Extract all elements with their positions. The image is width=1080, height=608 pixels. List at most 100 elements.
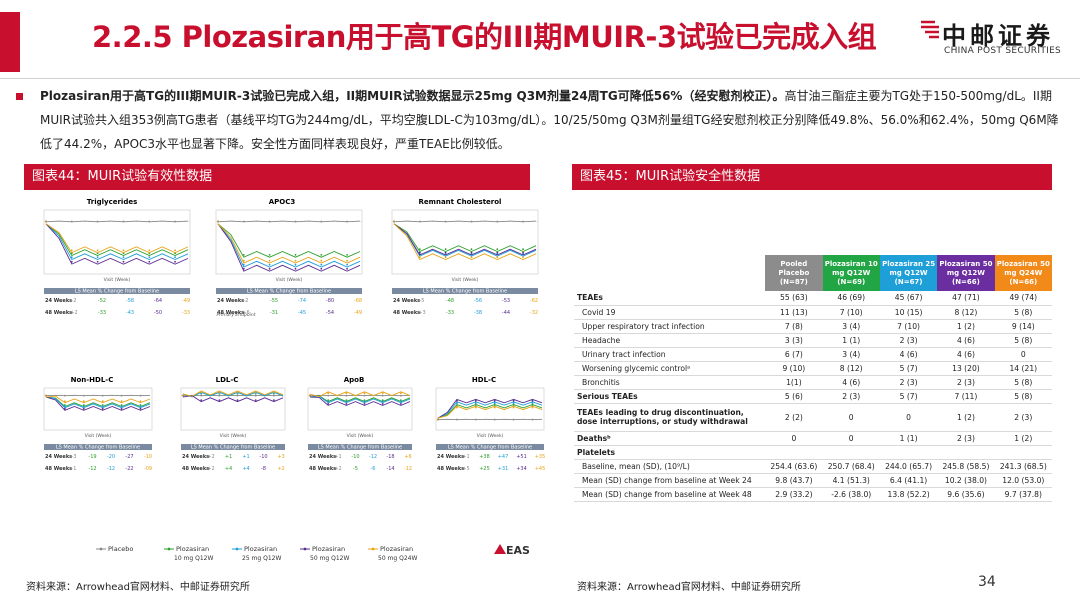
safety-cell: 45 (67) — [879, 291, 938, 306]
mini-table-value: -49 — [354, 310, 362, 316]
series-point — [456, 399, 458, 402]
series-line — [393, 223, 537, 257]
legend-label: Plozasiran — [176, 545, 209, 553]
series-point — [474, 418, 477, 421]
mini-table-value: +1 — [462, 454, 469, 460]
series-point — [242, 259, 245, 262]
plot-area — [180, 387, 286, 431]
safety-cell: 4 (6) — [937, 333, 995, 348]
safety-cell: 4 (6) — [937, 347, 995, 362]
safety-col-header: Pooled Placebo (N=87) — [765, 255, 823, 291]
series-point — [64, 400, 66, 403]
series-point — [346, 263, 348, 266]
safety-cell: 5 (8) — [994, 389, 1052, 404]
series-point — [174, 260, 177, 263]
safety-table-row: Mean (SD) change from baseline at Week 4… — [574, 487, 1052, 502]
mini-table-value: -52 — [98, 298, 106, 304]
series-point — [327, 392, 330, 395]
safety-row-label: Mean (SD) change from baseline at Week 4… — [574, 487, 766, 502]
legend-marker — [303, 547, 307, 551]
safety-cell: 2 (3) — [994, 403, 1052, 432]
mini-table-caption: LS Mean % Change from Baseline — [191, 445, 275, 451]
series-point — [522, 256, 524, 259]
mini-table-value: +3 — [418, 310, 425, 316]
series-point — [96, 260, 99, 263]
mini-table-row-label: 48 Weeks — [309, 466, 336, 472]
series-line — [437, 401, 543, 419]
series-point — [346, 259, 348, 262]
series-point — [139, 394, 142, 397]
mini-table-caption-bar — [308, 444, 412, 450]
series-point — [345, 403, 348, 405]
bullet-marker — [16, 93, 23, 100]
safety-row-label: TEAEs leading to drug discontinuation, d… — [574, 403, 766, 432]
figure-44-header: 图表44：MUIR试验有效性数据 — [24, 164, 530, 190]
mini-table-value: -53 — [502, 298, 510, 304]
mini-table-caption-bar — [181, 444, 285, 450]
safety-cell: 12.0 (53.0) — [994, 473, 1052, 488]
mini-table-value: -09 — [144, 466, 152, 472]
series-point — [101, 400, 104, 403]
legend-label-sub: 50 mg Q12W — [310, 555, 349, 562]
series-point — [381, 400, 384, 403]
series-point — [45, 394, 47, 397]
series-point — [418, 220, 421, 223]
logo-text-en: CHINA POST SECURITIES — [944, 46, 1062, 56]
mini-table-caption: LS Mean % Change from Baseline — [56, 445, 140, 451]
series-point — [148, 256, 151, 259]
series-point — [493, 399, 496, 402]
mini-table-row-label: 48 Weeks — [437, 466, 464, 472]
mini-table-row-label: 48 Weeks — [45, 466, 72, 472]
mini-table-caption: LS Mean % Change from Baseline — [318, 445, 402, 451]
series-point — [496, 248, 499, 251]
safety-table-row: Platelets — [574, 445, 1052, 460]
series-point — [268, 220, 271, 223]
mini-table-caption: LS Mean % Change from Baseline — [448, 445, 532, 451]
series-point — [418, 251, 421, 254]
plot-area — [307, 387, 413, 431]
series-line — [217, 220, 361, 223]
series-point — [174, 220, 177, 223]
mini-table-value: -12 — [107, 466, 115, 472]
chart-title: LDL-C — [216, 376, 239, 384]
series-point — [218, 399, 221, 401]
series-point — [268, 267, 271, 270]
safety-table-row: TEAEs 55 (63) 46 (69) 45 (67) 47 (71) 49 (74) — [574, 291, 1052, 306]
series-point — [268, 254, 271, 256]
safety-cell: 254.4 (63.6) — [765, 459, 823, 474]
source-note-right: 资料来源：Arrowhead官网材料、中邮证券研究所 — [577, 582, 801, 593]
chart-title: Non-HDL-C — [71, 376, 114, 384]
safety-table-header: Pooled Placebo (N=87) Plozasiran 10 mg Q1… — [574, 255, 1052, 291]
series-line — [393, 223, 537, 253]
mini-table-value: -12 — [404, 466, 412, 472]
mini-table-value: -45 — [298, 310, 306, 316]
safety-cell: 2 (3) — [937, 375, 995, 390]
mini-table-value: -48 — [446, 298, 454, 304]
series-point — [493, 402, 496, 405]
series-point — [182, 394, 184, 397]
safety-table-row: Worsening glycemic controlᵃ 9 (10) 8 (12) 5… — [574, 361, 1052, 376]
safety-table-row: Urinary tract infection 6 (7) 3 (4) 4 (6) 4 … — [574, 347, 1052, 362]
series-point — [218, 391, 221, 394]
series-point — [363, 392, 366, 395]
mini-table-value: +25 — [479, 466, 490, 472]
mini-table-value: -18 — [386, 454, 394, 460]
series-point — [242, 254, 245, 256]
mini-table-row-label: 24 Weeks — [437, 454, 464, 460]
safety-cell: 9.7 (37.8) — [994, 487, 1052, 502]
series-point — [120, 400, 123, 403]
plot-area — [43, 209, 191, 275]
safety-row-label: Deathsᵇ — [574, 431, 766, 446]
safety-row-label: Upper respiratory tract infection — [574, 319, 766, 334]
series-point — [120, 405, 123, 407]
series-point — [512, 402, 515, 405]
safety-cell: 9.8 (43.7) — [765, 473, 823, 488]
series-point — [294, 263, 297, 266]
series-point — [470, 220, 473, 223]
series-point — [531, 418, 534, 421]
series-point — [273, 399, 275, 401]
mini-table-value: -32 — [530, 310, 538, 316]
series-point — [268, 259, 271, 262]
series-point — [122, 260, 125, 263]
safety-cell: 4 (6) — [822, 375, 880, 390]
